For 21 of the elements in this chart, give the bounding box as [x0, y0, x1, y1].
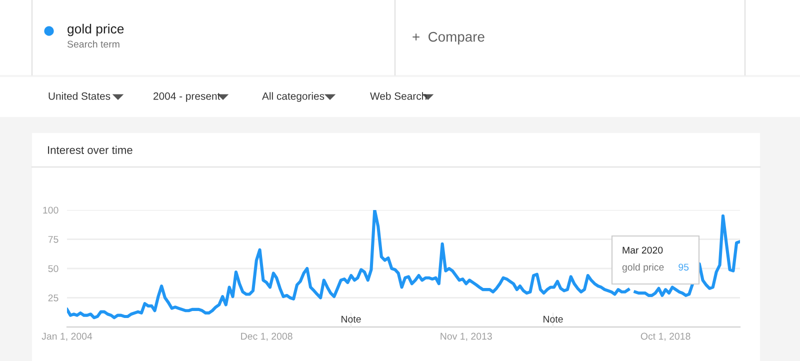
annotation: Note: [544, 316, 563, 323]
x-tick-label: Dec 1, 2008: [241, 332, 292, 341]
annotation: Note: [342, 316, 361, 323]
text: All categories: [262, 92, 324, 102]
x-tick-label: Nov 1, 2013: [440, 332, 492, 341]
text: Search term: [67, 40, 120, 48]
text: 2004 - present: [154, 92, 220, 102]
text: gold price: [622, 263, 664, 273]
text: United States: [48, 92, 110, 100]
annotation: 95: [678, 264, 689, 271]
y-tick-label: 100: [43, 206, 58, 214]
text: + Compare: [412, 32, 484, 44]
text: Web Search: [370, 92, 426, 100]
x-tick-label: Oct 1, 2018: [640, 332, 690, 341]
chart-title: Interest over time: [48, 146, 132, 154]
y-tick-label: 75: [48, 236, 58, 243]
annotation: Mar 2020: [622, 246, 663, 254]
legend-label: gold price: [68, 24, 124, 36]
y-tick-label: 50: [48, 265, 58, 272]
x-tick-label: Jan 1, 2004: [42, 332, 92, 341]
y-tick-label: 25: [48, 294, 58, 302]
